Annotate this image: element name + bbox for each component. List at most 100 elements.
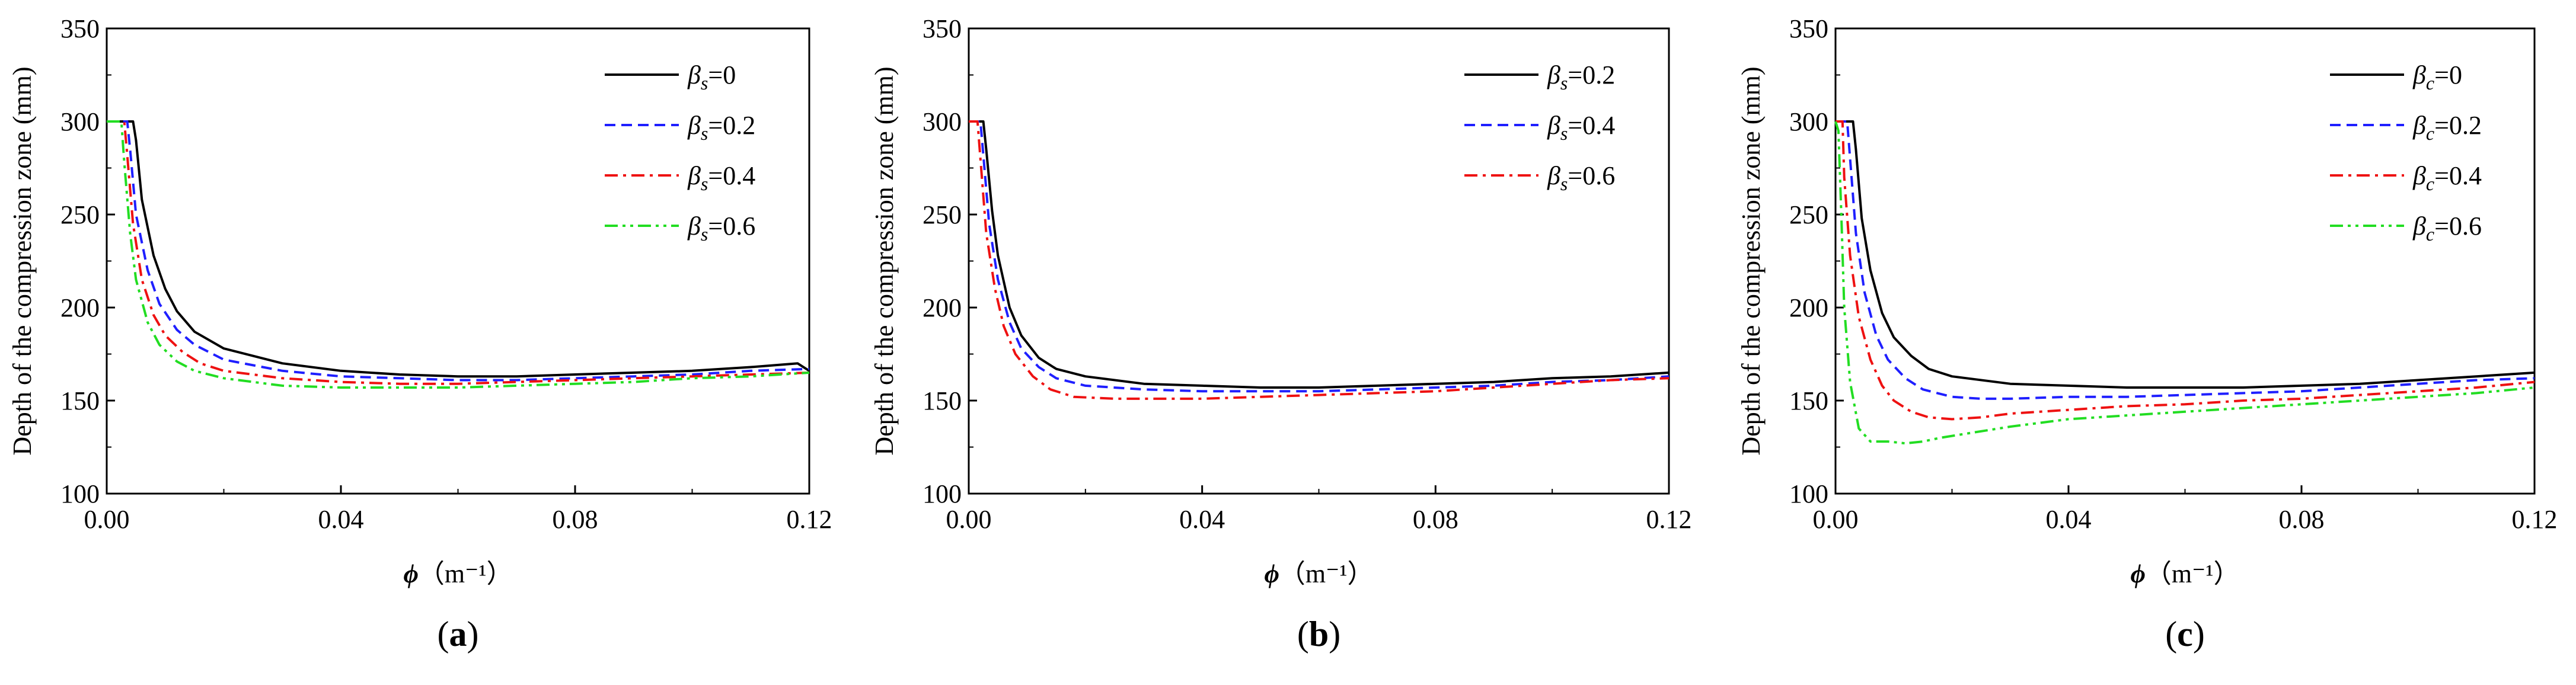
y-tick-label: 150 — [1789, 386, 1828, 415]
x-tick-label: 0.12 — [787, 505, 832, 534]
y-tick-label: 100 — [922, 479, 962, 508]
legend-symbol: β — [1547, 111, 1560, 140]
legend-subscript: c — [2426, 72, 2434, 94]
x-tick-label: 0.08 — [553, 505, 598, 534]
panel-label-close: ) — [1329, 614, 1340, 654]
legend-symbol: β — [2412, 161, 2426, 190]
legend-label-0: βs=0.2 — [1547, 60, 1615, 94]
chart-panel-1: 100 150 200 250 300 350 0.00 0.04 0.08 0.12 Depth … — [870, 14, 1692, 654]
x-tick-label: 0.12 — [1646, 505, 1692, 534]
chart-panel-2: 100 150 200 250 300 350 0.00 0.04 0.08 0.12 Depth … — [1737, 14, 2558, 654]
chart-panel-0: 100 150 200 250 300 350 0.00 0.04 0.08 0.12 Depth … — [8, 14, 832, 654]
y-tick-label: 350 — [60, 14, 100, 43]
y-tick-label: 200 — [60, 293, 100, 322]
y-tick-label: 300 — [922, 107, 962, 136]
y-tick-label: 200 — [1789, 293, 1828, 322]
legend-value: =0.6 — [1568, 161, 1615, 190]
legend-label-2: βs=0.4 — [687, 161, 755, 194]
y-tick-label: 150 — [922, 386, 962, 415]
y-tick-label: 350 — [922, 14, 962, 43]
x-tick-label: 0.08 — [1413, 505, 1458, 534]
legend-subscript: s — [1560, 123, 1568, 144]
y-tick-label: 250 — [60, 200, 100, 229]
series-line-2 — [969, 120, 1670, 400]
legend-label-0: βs=0 — [687, 60, 736, 94]
legend-label-1: βs=0.2 — [687, 111, 755, 144]
x-tick-label: 0.00 — [946, 505, 992, 534]
legend-subscript: s — [701, 123, 708, 144]
legend-subscript: s — [701, 173, 708, 194]
legend-value: =0.4 — [708, 161, 755, 190]
legend-symbol: β — [687, 111, 701, 140]
legend-value: =0.2 — [1568, 60, 1615, 89]
x-tick-label: 0.08 — [2279, 505, 2325, 534]
y-axis-title: Depth of the compression zone (mm) — [1737, 66, 1766, 455]
legend-subscript: c — [2426, 173, 2434, 194]
x-tick-label: 0.00 — [84, 505, 130, 534]
panel-label-open: ( — [438, 614, 449, 654]
series-line-1 — [1836, 120, 2535, 400]
y-tick-label: 300 — [1789, 107, 1828, 136]
y-tick-label: 250 — [922, 200, 962, 229]
legend-label-1: βc=0.2 — [2412, 111, 2482, 144]
x-axis-symbol: ϕ — [2130, 559, 2145, 588]
series-line-0 — [107, 120, 810, 378]
legend-symbol: β — [2412, 60, 2426, 89]
legend-subscript: s — [1560, 173, 1568, 194]
legend-label-3: βc=0.6 — [2412, 212, 2482, 245]
legend-value: =0.4 — [2434, 161, 2482, 190]
series-line-3 — [107, 120, 810, 389]
legend-symbol: β — [1547, 60, 1560, 89]
legend-label-2: βc=0.4 — [2412, 161, 2482, 194]
legend-value: =0.2 — [2434, 111, 2482, 140]
y-tick-label: 200 — [922, 293, 962, 322]
y-axis-title: Depth of the compression zone (mm) — [870, 66, 899, 455]
legend-subscript: c — [2426, 223, 2434, 245]
legend-label-1: βs=0.4 — [1547, 111, 1615, 144]
panel-label: (c) — [2165, 614, 2205, 654]
legend-symbol: β — [2412, 212, 2426, 241]
x-axis-unit: （m⁻¹） — [1279, 559, 1374, 588]
panel-label-letter: c — [2177, 614, 2193, 654]
plot-frame — [1834, 27, 2536, 495]
x-axis-title: ϕ（m⁻¹） — [2130, 559, 2239, 588]
panel-label: (b) — [1297, 614, 1340, 654]
x-tick-label: 0.00 — [1813, 505, 1859, 534]
legend-value: =0.4 — [1568, 111, 1615, 140]
legend-subscript: s — [701, 223, 708, 245]
series-line-2 — [107, 120, 810, 385]
legend-subscript: c — [2426, 123, 2434, 144]
y-axis-title: Depth of the compression zone (mm) — [8, 66, 37, 455]
y-tick-label: 350 — [1789, 14, 1828, 43]
legend-value: =0.6 — [2434, 212, 2482, 241]
x-axis-title: ϕ（m⁻¹） — [403, 559, 512, 588]
legend-subscript: s — [1560, 72, 1568, 94]
panel-label-close: ) — [2193, 614, 2205, 654]
panel-label-letter: a — [449, 614, 467, 654]
x-axis-unit: （m⁻¹） — [2146, 559, 2240, 588]
x-tick-label: 0.04 — [2046, 505, 2092, 534]
legend-value: =0.6 — [708, 212, 755, 241]
legend-label-2: βs=0.6 — [1547, 161, 1615, 194]
legend-value: =0 — [2434, 60, 2462, 89]
legend-symbol: β — [687, 60, 701, 89]
panel-label-open: ( — [1297, 614, 1309, 654]
plot-frame — [968, 27, 1670, 495]
y-tick-label: 100 — [60, 479, 100, 508]
y-tick-label: 300 — [60, 107, 100, 136]
y-tick-label: 150 — [60, 386, 100, 415]
panel-label-letter: b — [1309, 614, 1329, 654]
x-axis-symbol: ϕ — [403, 559, 418, 588]
legend-symbol: β — [687, 212, 701, 241]
series-line-0 — [1836, 120, 2535, 389]
series-line-2 — [1836, 120, 2535, 421]
x-tick-label: 0.04 — [318, 505, 364, 534]
x-tick-label: 0.04 — [1179, 505, 1225, 534]
plot-frame — [106, 27, 810, 495]
y-tick-label: 100 — [1789, 479, 1828, 508]
legend-label-0: βc=0 — [2412, 60, 2462, 94]
y-tick-label: 250 — [1789, 200, 1828, 229]
panel-label: (a) — [438, 614, 479, 654]
series-line-1 — [107, 120, 810, 382]
